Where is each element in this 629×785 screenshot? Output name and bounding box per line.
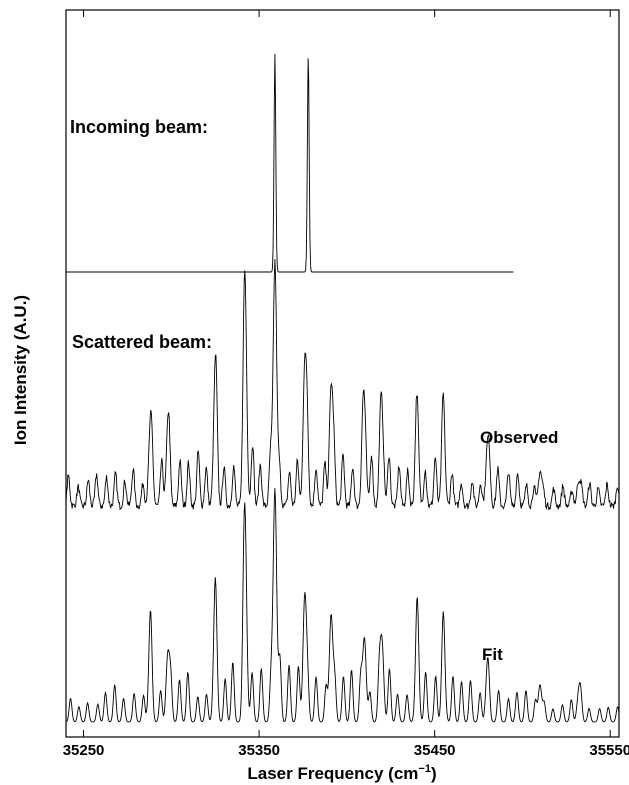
x-tick-label-2: 35450 [414, 742, 456, 759]
x-tick-label-1: 35350 [238, 742, 280, 759]
series-line-fit [65, 488, 620, 723]
x-axis-label: Laser Frequency (cm−1) [247, 763, 436, 783]
x-axis-label-main: Laser Frequency (cm [247, 764, 418, 783]
series-line-observed [65, 258, 620, 511]
annotation-incoming-beam: Incoming beam: [70, 117, 208, 137]
y-axis-label: Ion Intensity (A.U.) [11, 295, 30, 445]
series-line-incoming [66, 53, 514, 273]
x-tick-label-3: 35550 [589, 742, 629, 759]
x-tick-label-0: 35250 [63, 742, 105, 759]
annotation-scattered-beam: Scattered beam: [72, 332, 212, 352]
x-ticks: 35250 35350 35450 35550 [63, 10, 629, 759]
annotation-fit: Fit [482, 645, 503, 664]
series-layer [65, 53, 620, 723]
plot-frame [65, 9, 620, 738]
x-axis-label-sup: −1 [418, 763, 431, 775]
annotation-observed: Observed [480, 428, 558, 447]
x-axis-label-close: ) [431, 764, 437, 783]
